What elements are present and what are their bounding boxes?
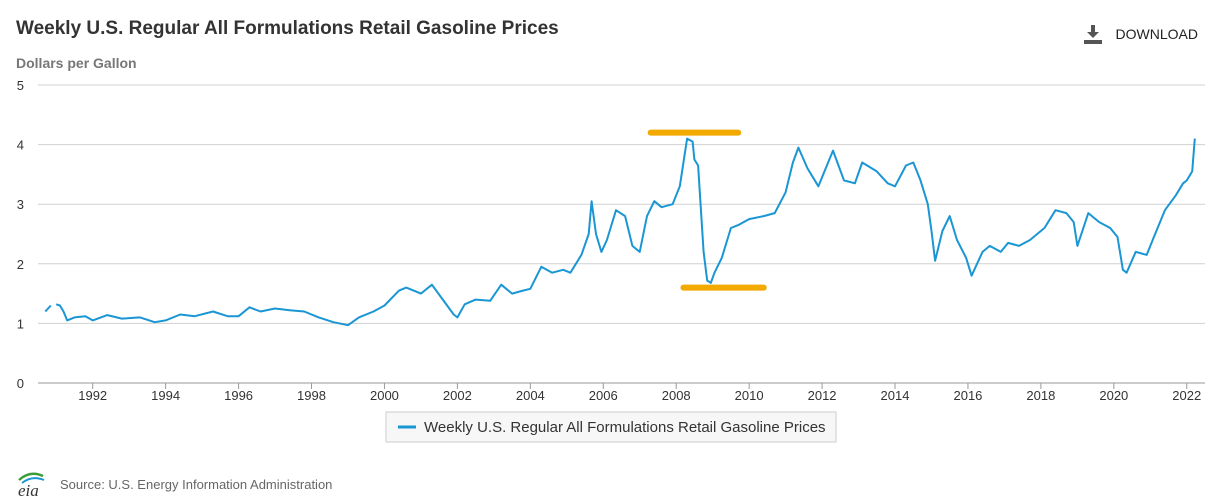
legend-label: Weekly U.S. Regular All Formulations Ret…: [424, 419, 826, 436]
x-tick-label: 2000: [370, 388, 399, 403]
x-tick-label: 2006: [589, 388, 618, 403]
x-tick-label: 1996: [224, 388, 253, 403]
download-button[interactable]: DOWNLOAD: [1082, 23, 1198, 45]
download-label: DOWNLOAD: [1115, 26, 1198, 42]
series-line: [55, 137, 1196, 327]
chart-title: Weekly U.S. Regular All Formulations Ret…: [16, 18, 559, 39]
x-tick-label: 1992: [78, 388, 107, 403]
x-tick-label: 2022: [1172, 388, 1201, 403]
x-tick-label: 2010: [735, 388, 764, 403]
y-tick-label: 1: [17, 316, 24, 331]
source-footer: eia Source: U.S. Energy Information Admi…: [16, 470, 332, 498]
source-text: Source: U.S. Energy Information Administ…: [60, 476, 333, 492]
legend-box: [385, 411, 837, 443]
eia-logo: eia: [18, 472, 45, 498]
x-tick-label: 2008: [662, 388, 691, 403]
x-tick-label: 1994: [151, 388, 180, 403]
x-tick-label: 2012: [808, 388, 837, 403]
x-tick-label: 2004: [516, 388, 545, 403]
x-tick-label: 1998: [297, 388, 326, 403]
x-tick-label: 2016: [953, 388, 982, 403]
y-axis-units-label: Dollars per Gallon: [16, 55, 137, 71]
svg-text:eia: eia: [18, 481, 39, 498]
y-tick-label: 5: [17, 78, 24, 93]
x-tick-label: 2020: [1099, 388, 1128, 403]
line-chart: 0 1 2 3 4 5 1992 1994 1996 1998 2000 2002 2004 2006 20…: [17, 78, 1205, 443]
x-tick-label: 2018: [1026, 388, 1055, 403]
y-tick-label: 4: [17, 138, 24, 153]
x-tick-label: 2014: [881, 388, 910, 403]
y-tick-label: 0: [17, 376, 24, 391]
series-line-segment: [44, 304, 52, 313]
y-tick-label: 3: [17, 197, 24, 212]
x-tick-label: 2002: [443, 388, 472, 403]
y-tick-label: 2: [17, 257, 24, 272]
download-icon: [1083, 25, 1102, 44]
